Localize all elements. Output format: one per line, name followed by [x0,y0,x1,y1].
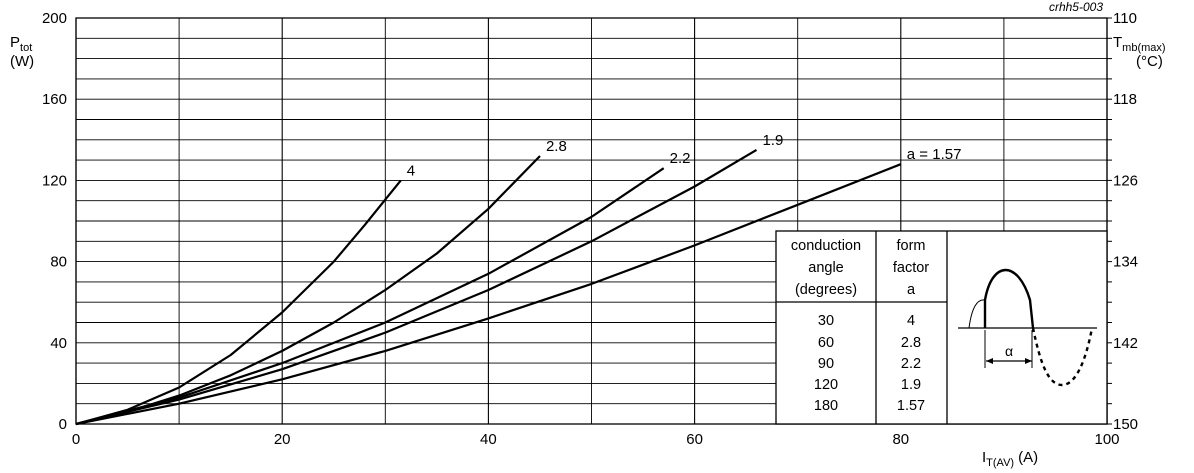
waveform-positive-half [983,269,1035,329]
header-angle-line-3: (degrees) [795,282,857,298]
svg-text:Tmb(max): Tmb(max) [1113,34,1166,54]
x-axis-unit: (A) [1018,449,1038,466]
svg-text:IT(AV)(A): IT(AV) (A) [982,449,1038,469]
alpha-arrow-head-left [986,358,993,364]
y2-axis-unit: (°C) [1136,53,1163,70]
y2-tick-label: 142 [1113,335,1138,352]
factor-cell: 1.9 [901,377,921,393]
x-axis-title: IT(AV) (A) [982,449,1038,469]
y-tick-label: 40 [50,335,67,352]
series-line [75,179,402,426]
angle-cell: 180 [814,398,838,414]
y-tick-label: 0 [59,416,67,433]
y2-tick-label: 150 [1113,416,1138,433]
factor-cell: 4 [907,313,915,329]
series-label: 2.8 [546,138,567,155]
waveform-negative-half [1031,327,1094,387]
svg-text:Ptot: Ptot [10,34,32,54]
y-axis-title: Ptot (W) [10,34,34,70]
header-factor-line-3: a [907,282,916,298]
y2-tick-label: 110 [1113,10,1137,27]
y-tick-label: 80 [50,254,67,271]
y2-axis-label-sub: mb(max) [1122,42,1165,54]
x-tick-label: 40 [480,431,497,448]
series-line [75,167,665,426]
tick-labels: 0 20 40 60 80 100 0 40 80 120 160 200 150 142 134 126 11… [42,10,1138,448]
factor-cell: 2.2 [901,356,921,372]
angle-cell: 90 [818,356,834,372]
series-label: a = 1.57 [907,146,962,163]
y2-tick-label: 134 [1113,254,1138,271]
y-tick-label: 160 [42,91,67,108]
header-angle-line-2: angle [808,260,843,276]
y2-axis-title: Tmb(max) (°C) [1113,34,1166,70]
alpha-arrow-head-right [1025,358,1032,364]
y-tick-label: 120 [42,172,67,189]
angle-cell: 60 [818,335,834,351]
y-axis-unit: (W) [10,53,34,70]
y-tick-label: 200 [42,10,67,27]
x-axis-label-sub: T(AV) [986,457,1014,469]
series-line [75,148,758,426]
y2-tick-label: 118 [1113,91,1137,108]
angle-cell: 30 [818,313,834,329]
x-axis-label: I [982,449,986,466]
x-tick-label: 20 [274,431,291,448]
inset-table: conduction angle (degrees) form factor a… [775,230,1108,425]
series-line [75,163,902,426]
header-angle-line-1: conduction [791,238,861,254]
x-tick-label: 60 [686,431,703,448]
alpha-label: α [1005,343,1013,359]
waveform-diagram: α [958,269,1097,387]
header-factor-line-2: factor [893,260,929,276]
x-tick-label: 80 [892,431,909,448]
y-axis-label-sub: tot [20,42,32,54]
series-label: 4 [407,162,415,179]
series-group: 4 2.8 2.2 1.9 a = 1.57 [75,132,962,426]
series-label: 2.2 [670,150,691,167]
y2-axis-label: T [1113,34,1122,51]
y2-tick-label: 126 [1113,172,1138,189]
plot-frame [75,17,1108,425]
waveform-thin-rise [968,299,986,329]
x-tick-label: 100 [1094,431,1119,448]
y-axis-label: P [10,34,20,51]
header-factor-line-1: form [897,238,926,254]
angle-cell: 120 [814,377,838,393]
factor-cell: 2.8 [901,335,921,351]
figure-code: crhh5-003 [1049,0,1103,14]
factor-cell: 1.57 [897,398,925,414]
series-label: 1.9 [762,132,783,149]
x-tick-label: 0 [72,431,80,448]
